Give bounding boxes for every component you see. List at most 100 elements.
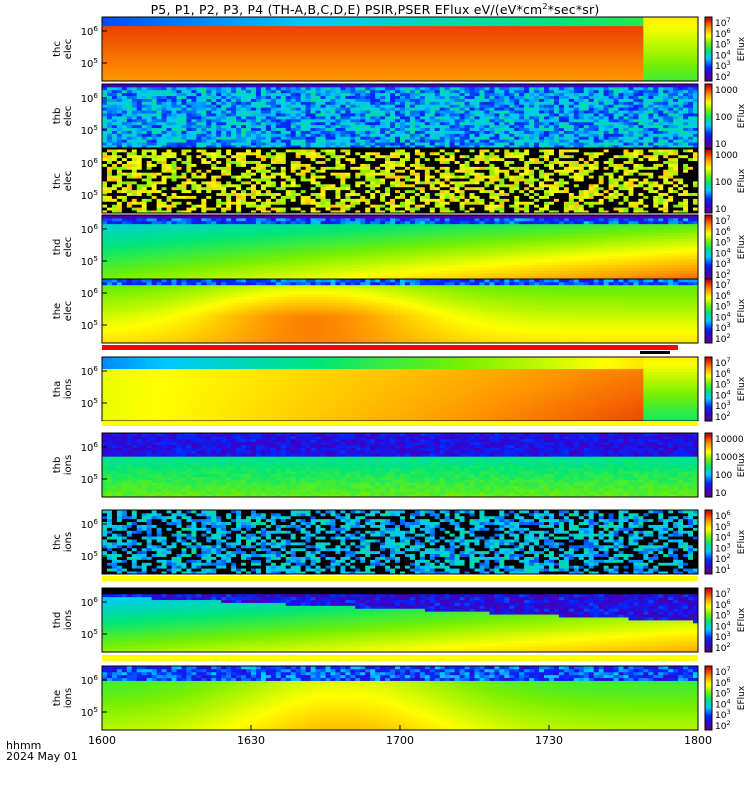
spectrogram-cell [350,49,356,53]
spectrogram-cell [355,22,361,27]
spectrogram-cell [285,98,292,102]
spectrogram-cell [573,116,580,120]
spectrogram-cell [285,57,292,62]
spectrogram-cell [275,110,282,114]
spectrogram-cell [350,136,356,140]
spectrogram-cell [201,34,207,38]
spectrogram-cell [489,31,495,35]
spectrogram-cell [474,19,480,24]
spectrogram-cell [171,121,177,126]
spectrogram-cell [439,133,446,137]
spectrogram-cell [290,101,297,105]
spectrogram-cell [529,118,535,123]
spectrogram-cell [558,78,565,82]
spectrogram-cell [251,75,257,79]
spectrogram-cell [553,66,560,70]
spectrogram-cell [479,139,485,143]
spectrogram-cell [275,78,282,82]
spectrogram-cell [181,127,187,131]
spectrogram-cell [290,89,297,94]
spectrogram-cell [558,101,565,105]
spectrogram-cell [404,25,411,30]
spectrogram-cell [181,89,187,94]
spectrogram-cell [335,66,341,70]
spectrogram-cell [201,19,207,24]
spectrogram-cell [663,51,669,56]
spectrogram-cell [419,92,426,97]
spectrogram-cell [226,51,232,56]
spectrogram-cell [370,57,376,62]
spectrogram-cell [251,49,257,53]
spectrogram-cell [539,40,545,44]
spectrogram-cell [469,51,475,56]
spectrogram-cell [216,133,222,137]
spectrogram-cell [603,28,609,32]
spectrogram-cell [345,133,351,137]
spectrogram-cell [111,127,118,131]
spectrogram-cell [583,92,590,97]
spectrogram-cell [206,34,212,38]
spectrogram-cell [116,57,123,62]
spectrogram-cell [633,17,639,21]
spectrogram-cell [444,86,451,91]
spectrogram-cell [335,145,341,149]
spectrogram-cell [479,43,485,47]
spectrogram-cell [126,37,133,41]
spectrogram-cell [514,92,520,97]
spectrogram-cell [241,86,247,91]
spectrogram-cell [524,31,530,35]
spectrogram-cell [275,139,282,143]
spectrogram-cell [573,92,580,97]
spectrogram-cell [494,136,500,140]
spectrogram-cell [593,95,600,99]
spectrogram-cell [295,95,302,99]
spectrogram-cell [583,142,590,146]
spectrogram-cell [583,43,590,47]
spectrogram-cell [176,104,182,108]
spectrogram-cell [260,57,267,62]
spectrogram-cell [439,116,446,120]
colorbar-cell [705,51,712,54]
spectrogram-cell [221,142,227,146]
spectrogram-cell [305,63,311,67]
spectrogram-cell [141,66,148,70]
spectrogram-cell [350,84,356,88]
spectrogram-cell [578,46,585,50]
spectrogram-cell [325,95,331,99]
spectrogram-cell [300,78,307,82]
spectrogram-cell [226,60,232,64]
spectrogram-cell [141,19,148,24]
spectrogram-cell [365,118,371,123]
spectrogram-cell [400,110,406,114]
spectrogram-cell [454,89,460,94]
spectrogram-cell [683,34,689,38]
spectrogram-cell [608,118,614,123]
spectrogram-cell [370,116,376,120]
spectrogram-cell [509,75,515,79]
spectrogram-cell [534,104,540,108]
spectrogram-cell [608,63,614,67]
spectrogram-cell [643,25,649,30]
spectrogram-cell [310,34,316,38]
spectrogram-cell [549,107,555,111]
spectrogram-cell [439,75,446,79]
spectrogram-cell [176,121,182,126]
spectrogram-cell [221,127,227,131]
spectrogram-cell [519,46,525,50]
spectrogram-cell [459,46,465,50]
spectrogram-cell [310,37,316,41]
spectrogram-cell [340,19,346,24]
spectrogram-cell [161,60,167,64]
spectrogram-cell [161,69,167,73]
spectrogram-cell [494,118,500,123]
spectrogram-cell [648,37,654,41]
spectrogram-cell [598,19,605,24]
spectrogram-cell [226,84,232,88]
spectrogram-cell [439,31,446,35]
spectrogram-cell [325,46,331,50]
spectrogram-cell [583,136,590,140]
spectrogram-cell [211,95,217,99]
spectrogram-cell [519,101,525,105]
spectrogram-cell [136,60,143,64]
spectrogram-cell [395,51,401,56]
